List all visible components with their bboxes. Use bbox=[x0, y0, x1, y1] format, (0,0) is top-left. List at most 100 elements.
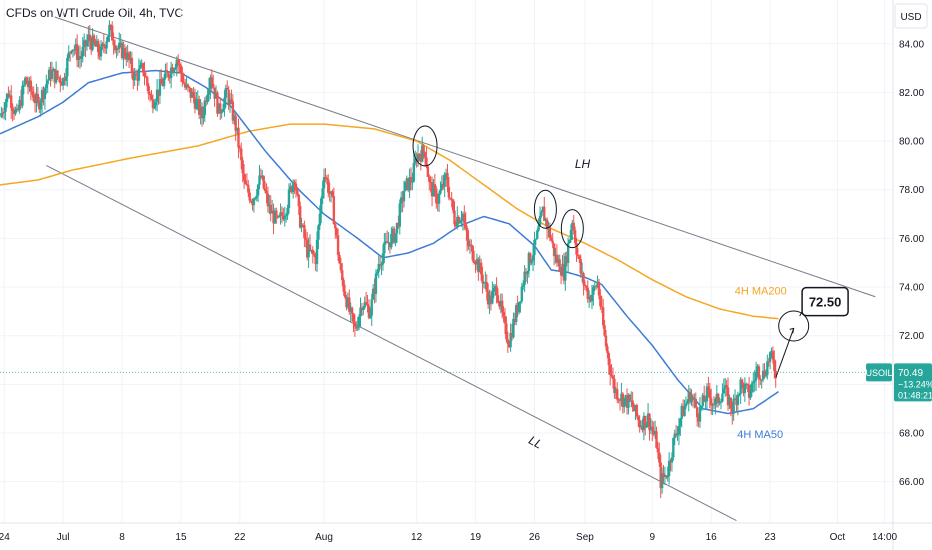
candle-body bbox=[509, 333, 512, 348]
candle-body bbox=[614, 389, 618, 394]
candle-body bbox=[401, 197, 404, 202]
candle-body bbox=[604, 335, 608, 347]
candle-body bbox=[422, 145, 425, 153]
candle-body bbox=[766, 361, 769, 376]
candle-body bbox=[662, 473, 665, 478]
candle-body bbox=[609, 365, 612, 375]
candle-body bbox=[279, 212, 282, 216]
candle-body bbox=[327, 179, 330, 193]
candle-body bbox=[334, 224, 337, 229]
candle-body bbox=[754, 371, 758, 381]
candle-body bbox=[437, 193, 441, 204]
ma200-label: 4H MA200 bbox=[735, 285, 787, 297]
candle-body bbox=[217, 103, 221, 114]
candle-body bbox=[697, 417, 700, 422]
candle-body bbox=[336, 235, 340, 255]
y-tick-label: 82.00 bbox=[899, 88, 924, 99]
candle-body bbox=[651, 426, 654, 431]
candle-body bbox=[367, 305, 371, 318]
candle-body bbox=[561, 263, 564, 276]
candle-body bbox=[537, 225, 540, 231]
candle-body bbox=[656, 447, 660, 453]
x-tick-label: 8 bbox=[119, 532, 125, 543]
candle-body bbox=[767, 361, 770, 363]
candle-body bbox=[32, 94, 35, 101]
candle-body bbox=[587, 296, 591, 300]
candle-body bbox=[418, 154, 421, 157]
candle-body bbox=[57, 77, 61, 79]
candle-body bbox=[620, 393, 623, 401]
candle-body bbox=[220, 111, 223, 114]
target-arrow-head bbox=[789, 327, 795, 334]
candle-body bbox=[712, 404, 716, 406]
candle-body bbox=[702, 395, 706, 402]
candle-body bbox=[606, 346, 609, 354]
candle-body bbox=[390, 233, 393, 248]
candle-body bbox=[325, 177, 329, 180]
candle-body bbox=[259, 175, 263, 178]
candle-body bbox=[731, 408, 734, 414]
candle-body bbox=[733, 398, 737, 400]
candle-body bbox=[311, 249, 315, 255]
candle-body bbox=[331, 191, 334, 197]
candle-body bbox=[213, 87, 216, 99]
candle-body bbox=[146, 77, 149, 86]
candle-body bbox=[505, 323, 508, 340]
candle-body bbox=[447, 186, 451, 198]
candle-body bbox=[541, 206, 545, 213]
candle-body bbox=[247, 184, 250, 193]
candle-body bbox=[192, 91, 195, 98]
candle-body bbox=[287, 189, 291, 208]
candle-body bbox=[691, 397, 695, 399]
candle-body bbox=[185, 84, 188, 88]
candle-body bbox=[491, 291, 494, 304]
candle-body bbox=[443, 174, 446, 187]
highlight-circle bbox=[533, 189, 557, 229]
candle-body bbox=[223, 97, 226, 110]
candle-body bbox=[569, 229, 573, 241]
candle-body bbox=[158, 79, 162, 96]
candle-body bbox=[475, 259, 479, 265]
candle-body bbox=[690, 397, 693, 403]
candle-body bbox=[492, 287, 495, 292]
candle-body bbox=[82, 40, 86, 48]
candle-body bbox=[248, 192, 251, 201]
candle-body bbox=[667, 460, 671, 477]
candle-body bbox=[708, 389, 711, 399]
candle-body bbox=[519, 301, 522, 303]
candle-body bbox=[240, 148, 243, 161]
candle-body bbox=[301, 224, 305, 226]
candle-body bbox=[673, 433, 676, 438]
candle-body bbox=[648, 413, 651, 431]
candle-body bbox=[357, 316, 361, 327]
candle-body bbox=[486, 291, 490, 305]
candle-body bbox=[175, 59, 178, 68]
candle-body bbox=[409, 177, 413, 183]
candle-body bbox=[397, 222, 400, 227]
candle-body bbox=[611, 376, 615, 379]
candle-body bbox=[526, 271, 529, 275]
candle-body bbox=[516, 305, 519, 313]
candle-body bbox=[160, 79, 163, 84]
candle-body bbox=[680, 405, 683, 419]
candle-body bbox=[512, 318, 515, 338]
candle-body bbox=[645, 423, 648, 428]
candle-body bbox=[534, 238, 538, 240]
candle-body bbox=[182, 82, 185, 84]
candle-body bbox=[78, 55, 82, 60]
candle-body bbox=[324, 177, 327, 179]
candle-body bbox=[628, 394, 632, 401]
highlight-circle bbox=[560, 209, 584, 249]
candle-body bbox=[356, 326, 359, 329]
candle-body bbox=[763, 370, 766, 377]
candle-body bbox=[405, 178, 409, 182]
candle-body bbox=[613, 378, 616, 394]
candle-body bbox=[571, 222, 574, 230]
candle-body bbox=[623, 398, 626, 408]
candle-body bbox=[125, 56, 128, 60]
candle-body bbox=[496, 295, 500, 303]
candle-body bbox=[573, 230, 577, 244]
candle-body bbox=[314, 255, 317, 264]
candle-body bbox=[14, 109, 17, 114]
